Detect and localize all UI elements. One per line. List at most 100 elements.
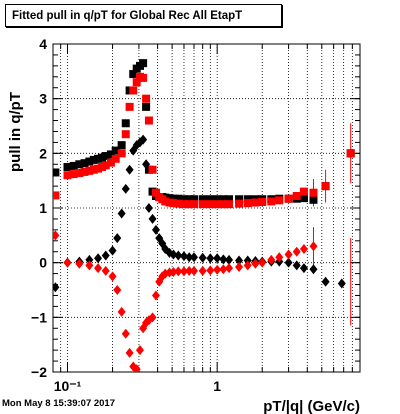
data-point-square (75, 169, 84, 178)
data-point-square (275, 196, 284, 205)
data-point-square (189, 200, 198, 209)
data-point-square (299, 194, 308, 203)
data-point-square (63, 171, 72, 180)
data-point-diamond (179, 266, 188, 277)
data-point-diamond (142, 159, 151, 170)
data-point-diamond (198, 265, 207, 276)
data-point-diamond (174, 250, 183, 261)
data-point-diamond (94, 263, 103, 274)
data-point-square (121, 119, 130, 128)
x-tick-label: 10⁻¹ (54, 378, 82, 394)
data-point-diamond (309, 264, 318, 275)
data-point-diamond (113, 233, 122, 244)
data-point-square (151, 188, 160, 197)
data-point-diamond (121, 328, 130, 339)
data-point-square (174, 199, 183, 208)
data-point-diamond (189, 265, 198, 276)
data-point-diamond (267, 254, 276, 265)
data-point-square (148, 165, 157, 174)
data-point-square (179, 195, 188, 204)
data-point-square (213, 195, 222, 204)
data-point-diamond (337, 278, 346, 289)
data-point-square (142, 94, 151, 103)
data-point-square (284, 194, 293, 203)
data-point-square (321, 182, 330, 191)
y-tick-label: 1 (39, 200, 47, 216)
data-point-diamond (132, 364, 141, 372)
data-point-square (309, 188, 318, 197)
data-point-square (111, 146, 120, 155)
data-point-diamond (53, 282, 60, 293)
data-point-diamond (206, 265, 215, 276)
y-tick-label: −2 (31, 364, 47, 380)
data-point-diamond (139, 134, 148, 145)
data-point-square (144, 116, 153, 125)
data-point-diamond (148, 213, 157, 224)
x-axis-label: pT/|q| (GeV/c) (263, 398, 360, 414)
data-point-diamond (292, 260, 301, 271)
data-point-square (63, 163, 72, 171)
data-point-diamond (63, 257, 72, 268)
data-point-square (219, 200, 228, 209)
data-point-diamond (144, 203, 153, 213)
data-point-square (101, 161, 110, 170)
data-point-diamond (125, 347, 134, 358)
data-point-diamond (117, 208, 126, 219)
data-point-square (139, 59, 148, 68)
data-point-square (121, 130, 130, 139)
data-point-square (53, 191, 60, 200)
data-point-square (267, 197, 276, 206)
axis-ticks (52, 43, 361, 373)
data-point-square (129, 86, 138, 95)
data-point-square (142, 102, 151, 111)
data-point-diamond (151, 290, 160, 301)
data-point-diamond (148, 312, 157, 323)
data-point-diamond (225, 263, 234, 274)
data-point-square (125, 102, 134, 111)
data-point-diamond (299, 244, 308, 254)
data-point-diamond (284, 257, 293, 268)
data-point-diamond (174, 266, 183, 277)
data-point-diamond (309, 241, 318, 252)
data-point-square (189, 195, 198, 204)
data-point-diamond (299, 263, 308, 274)
data-point-square (75, 160, 84, 169)
data-point-diamond (198, 252, 207, 263)
data-point-square (69, 170, 78, 179)
data-point-square (169, 199, 178, 208)
data-point-square (225, 200, 234, 209)
data-point-diamond (101, 250, 110, 261)
timestamp: Mon May 8 15:39:07 2017 (2, 398, 116, 409)
data-point-square (206, 200, 215, 209)
data-point-square (219, 195, 228, 204)
data-point-square (85, 157, 94, 166)
data-point-square (117, 141, 126, 150)
data-point-diamond (235, 255, 244, 266)
data-point-diamond (213, 253, 222, 264)
y-tick-label: 2 (39, 145, 47, 161)
y-tick-label: 4 (39, 36, 47, 52)
data-point-square (80, 159, 89, 168)
data-point-diamond (219, 264, 228, 275)
data-point-square (101, 152, 110, 161)
data-point-diamond (284, 249, 293, 260)
data-point-diamond (258, 257, 267, 268)
data-point-diamond (85, 260, 94, 271)
series-2 (53, 134, 346, 293)
data-point-square (243, 199, 252, 208)
data-point-diamond (117, 306, 126, 317)
data-point-diamond (225, 254, 234, 265)
data-point-diamond (235, 262, 244, 273)
data-point-diamond (275, 252, 284, 263)
data-point-square (53, 168, 60, 177)
data-point-square (174, 194, 183, 203)
data-point-diamond (75, 258, 84, 269)
data-point-diamond (135, 345, 144, 356)
data-point-square (85, 166, 94, 175)
data-point-square (129, 70, 138, 79)
data-point-diamond (169, 266, 178, 277)
chart-title: Fitted pull in q/pT for Global Rec All E… (5, 4, 282, 27)
y-tick-label: −1 (31, 309, 47, 325)
data-point-diamond (185, 265, 194, 276)
